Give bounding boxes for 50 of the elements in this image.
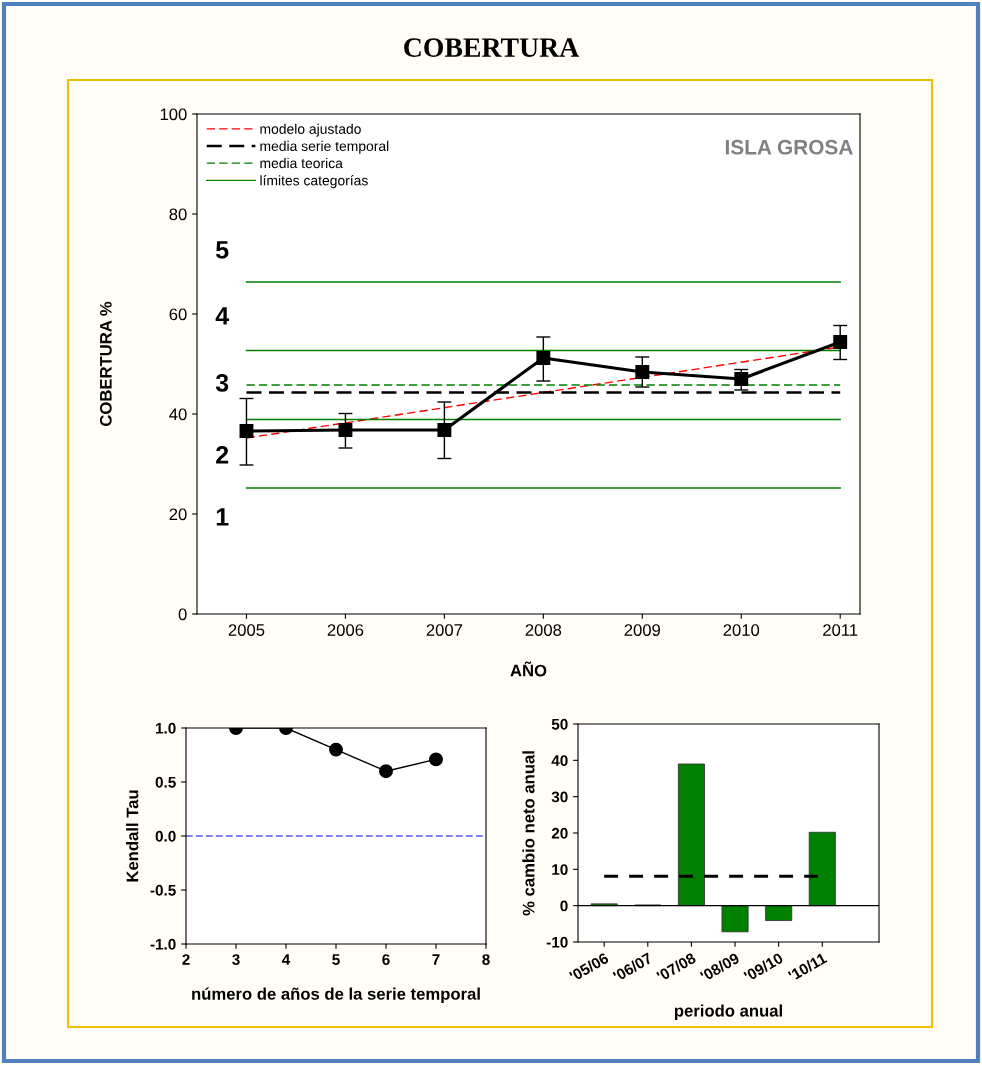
y-tick-label: 50: [551, 718, 568, 730]
y-tick-label: 20: [169, 508, 187, 521]
y-axis-title: % cambio neto anual: [522, 751, 535, 916]
legend-label: modelo ajustado: [260, 123, 361, 137]
x-tick-label: 2: [182, 954, 190, 965]
chart-title: COBERTURA: [404, 38, 580, 57]
x-tick-label: 4: [281, 954, 291, 965]
y-tick-label: 80: [169, 208, 187, 221]
y-axis-title: COBERTURA %: [99, 301, 112, 426]
y-tick-label: 0: [178, 608, 187, 621]
legend-label: límites categorías: [260, 175, 368, 189]
x-tick-label: 2011: [823, 624, 858, 636]
x-tick-label: '09/10: [743, 952, 784, 983]
y-tick-label: 0: [560, 900, 568, 912]
y-tick-label: 0.5: [155, 776, 176, 788]
x-tick-label: 2010: [723, 624, 760, 636]
x-tick-label: 8: [482, 954, 490, 965]
x-tick-label: 3: [232, 954, 240, 965]
x-tick-label: 6: [382, 954, 390, 965]
y-tick-label: -1.0: [150, 938, 176, 950]
x-tick-label: 2007: [426, 624, 463, 636]
y-axis-title: Kendall Tau: [126, 790, 139, 882]
y-tick-label: 0.0: [155, 830, 176, 842]
legend-label: media teorica: [260, 157, 343, 169]
annotation: ISLA GROSA: [725, 139, 853, 155]
annotation: 3: [215, 374, 229, 392]
y-tick-label: -0.5: [150, 884, 176, 896]
legend-label: media serie temporal: [260, 140, 389, 154]
y-tick-label: 40: [169, 408, 187, 421]
y-tick-label: 60: [169, 308, 187, 321]
annotation: 2: [216, 446, 229, 464]
x-tick-label: 7: [432, 954, 440, 965]
x-tick-label: 2005: [228, 624, 265, 636]
x-tick-label: 2009: [624, 624, 661, 636]
y-tick-label: 10: [552, 864, 568, 876]
annotation: 4: [215, 307, 230, 325]
y-tick-label: 30: [551, 791, 568, 803]
x-tick-label: 2008: [525, 624, 562, 636]
x-tick-label: 5: [332, 954, 340, 965]
x-axis-title: número de años de la serie temporal: [192, 987, 480, 1004]
annotation: 5: [216, 241, 229, 259]
y-tick-label: 40: [551, 755, 568, 767]
y-tick-label: 100: [160, 108, 187, 121]
y-tick-label: 1.0: [156, 722, 176, 734]
annotation: 1: [216, 508, 229, 526]
x-tick-label: 2006: [327, 624, 364, 636]
x-axis-title: periodo anual: [674, 1004, 782, 1020]
y-tick-label: -10: [546, 936, 568, 948]
y-tick-label: 20: [551, 827, 568, 839]
x-axis-title: AÑO: [510, 661, 547, 677]
